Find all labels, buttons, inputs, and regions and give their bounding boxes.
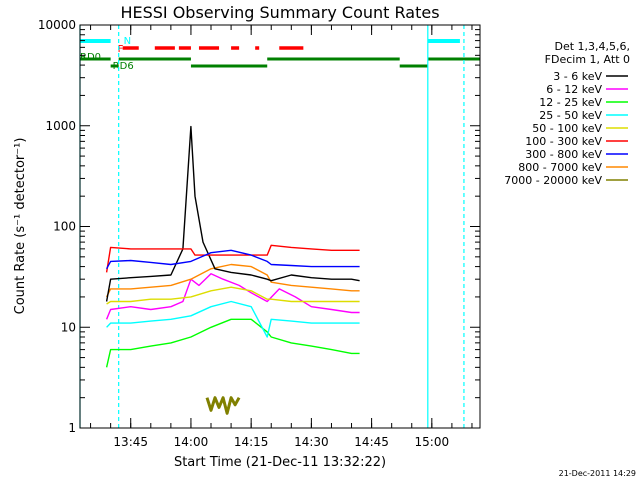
y-tick-label-1: 1 xyxy=(68,421,76,435)
y-axis-ticks: 1 10 100 1000 10000 xyxy=(38,18,480,435)
legend-label-800-7000-kev: 800 - 7000 keV xyxy=(518,161,602,174)
flag-label-n: N xyxy=(124,36,131,47)
y-tick-label-10000: 10000 xyxy=(38,18,76,32)
legend-label-3-6-kev: 3 - 6 keV xyxy=(553,70,602,83)
legend-label-100-300-kev: 100 - 300 keV xyxy=(525,135,602,148)
x-tick-label-15-00: 15:00 xyxy=(415,435,450,449)
x-tick-label-13-45: 13:45 xyxy=(113,435,148,449)
flag-label-rd0: RD0 xyxy=(80,52,101,63)
series-layer xyxy=(105,125,360,415)
plot-frame xyxy=(79,24,481,429)
y-tick-label-1000: 1000 xyxy=(45,119,76,133)
series-line-50-100-kev xyxy=(106,286,360,305)
timestamp: 21-Dec-2011 14:29 xyxy=(559,469,636,478)
x-tick-label-14-30: 14:30 xyxy=(294,435,329,449)
series-line-100-300-kev xyxy=(105,244,360,273)
x-axis-ticks: 13:45 14:00 14:15 14:30 14:45 15:00 xyxy=(90,25,473,449)
series-line-6-12-kev xyxy=(105,273,360,320)
legend-label-50-100-kev: 50 - 100 keV xyxy=(532,122,602,135)
legend-label-12-25-kev: 12 - 25 keV xyxy=(539,96,602,109)
legend-label-300-800-kev: 300 - 800 keV xyxy=(525,148,602,161)
status-flags: NF RD0 RD6 xyxy=(80,36,480,72)
x-tick-label-14-00: 14:00 xyxy=(174,435,209,449)
legend-header-line-2: FDecim 1, Att 0 xyxy=(545,53,630,66)
legend-header-line-1: Det 1,3,4,5,6, xyxy=(554,40,630,53)
legend-label-6-12-kev: 6 - 12 keV xyxy=(546,83,602,96)
y-axis-label: Count Rate (s⁻¹ detector⁻¹) xyxy=(13,138,28,315)
series-line-7000-20000-kev xyxy=(205,396,241,415)
series-line-300-800-kev xyxy=(105,249,360,270)
legend: Det 1,3,4,5,6, FDecim 1, Att 0 3 - 6 keV… xyxy=(504,40,630,187)
series-line-800-7000-kev xyxy=(105,263,360,298)
flag-label-rd6: RD6 xyxy=(113,61,134,72)
series-line-12-25-kev xyxy=(105,318,360,368)
series-line-3-6-kev xyxy=(105,125,360,302)
y-tick-label-10: 10 xyxy=(61,320,76,334)
chart-title: HESSI Observing Summary Count Rates xyxy=(120,3,439,22)
x-tick-label-14-45: 14:45 xyxy=(354,435,389,449)
y-tick-label-100: 100 xyxy=(53,220,76,234)
legend-label-7000-20000-kev: 7000 - 20000 keV xyxy=(504,174,602,187)
x-axis-label: Start Time (21-Dec-11 13:32:22) xyxy=(174,455,386,470)
vertical-markers xyxy=(79,25,465,428)
series-line-25-50-kev xyxy=(106,300,360,338)
x-tick-label-14-15: 14:15 xyxy=(234,435,269,449)
legend-label-25-50-kev: 25 - 50 keV xyxy=(539,109,602,122)
flag-label-f: F xyxy=(118,44,124,55)
